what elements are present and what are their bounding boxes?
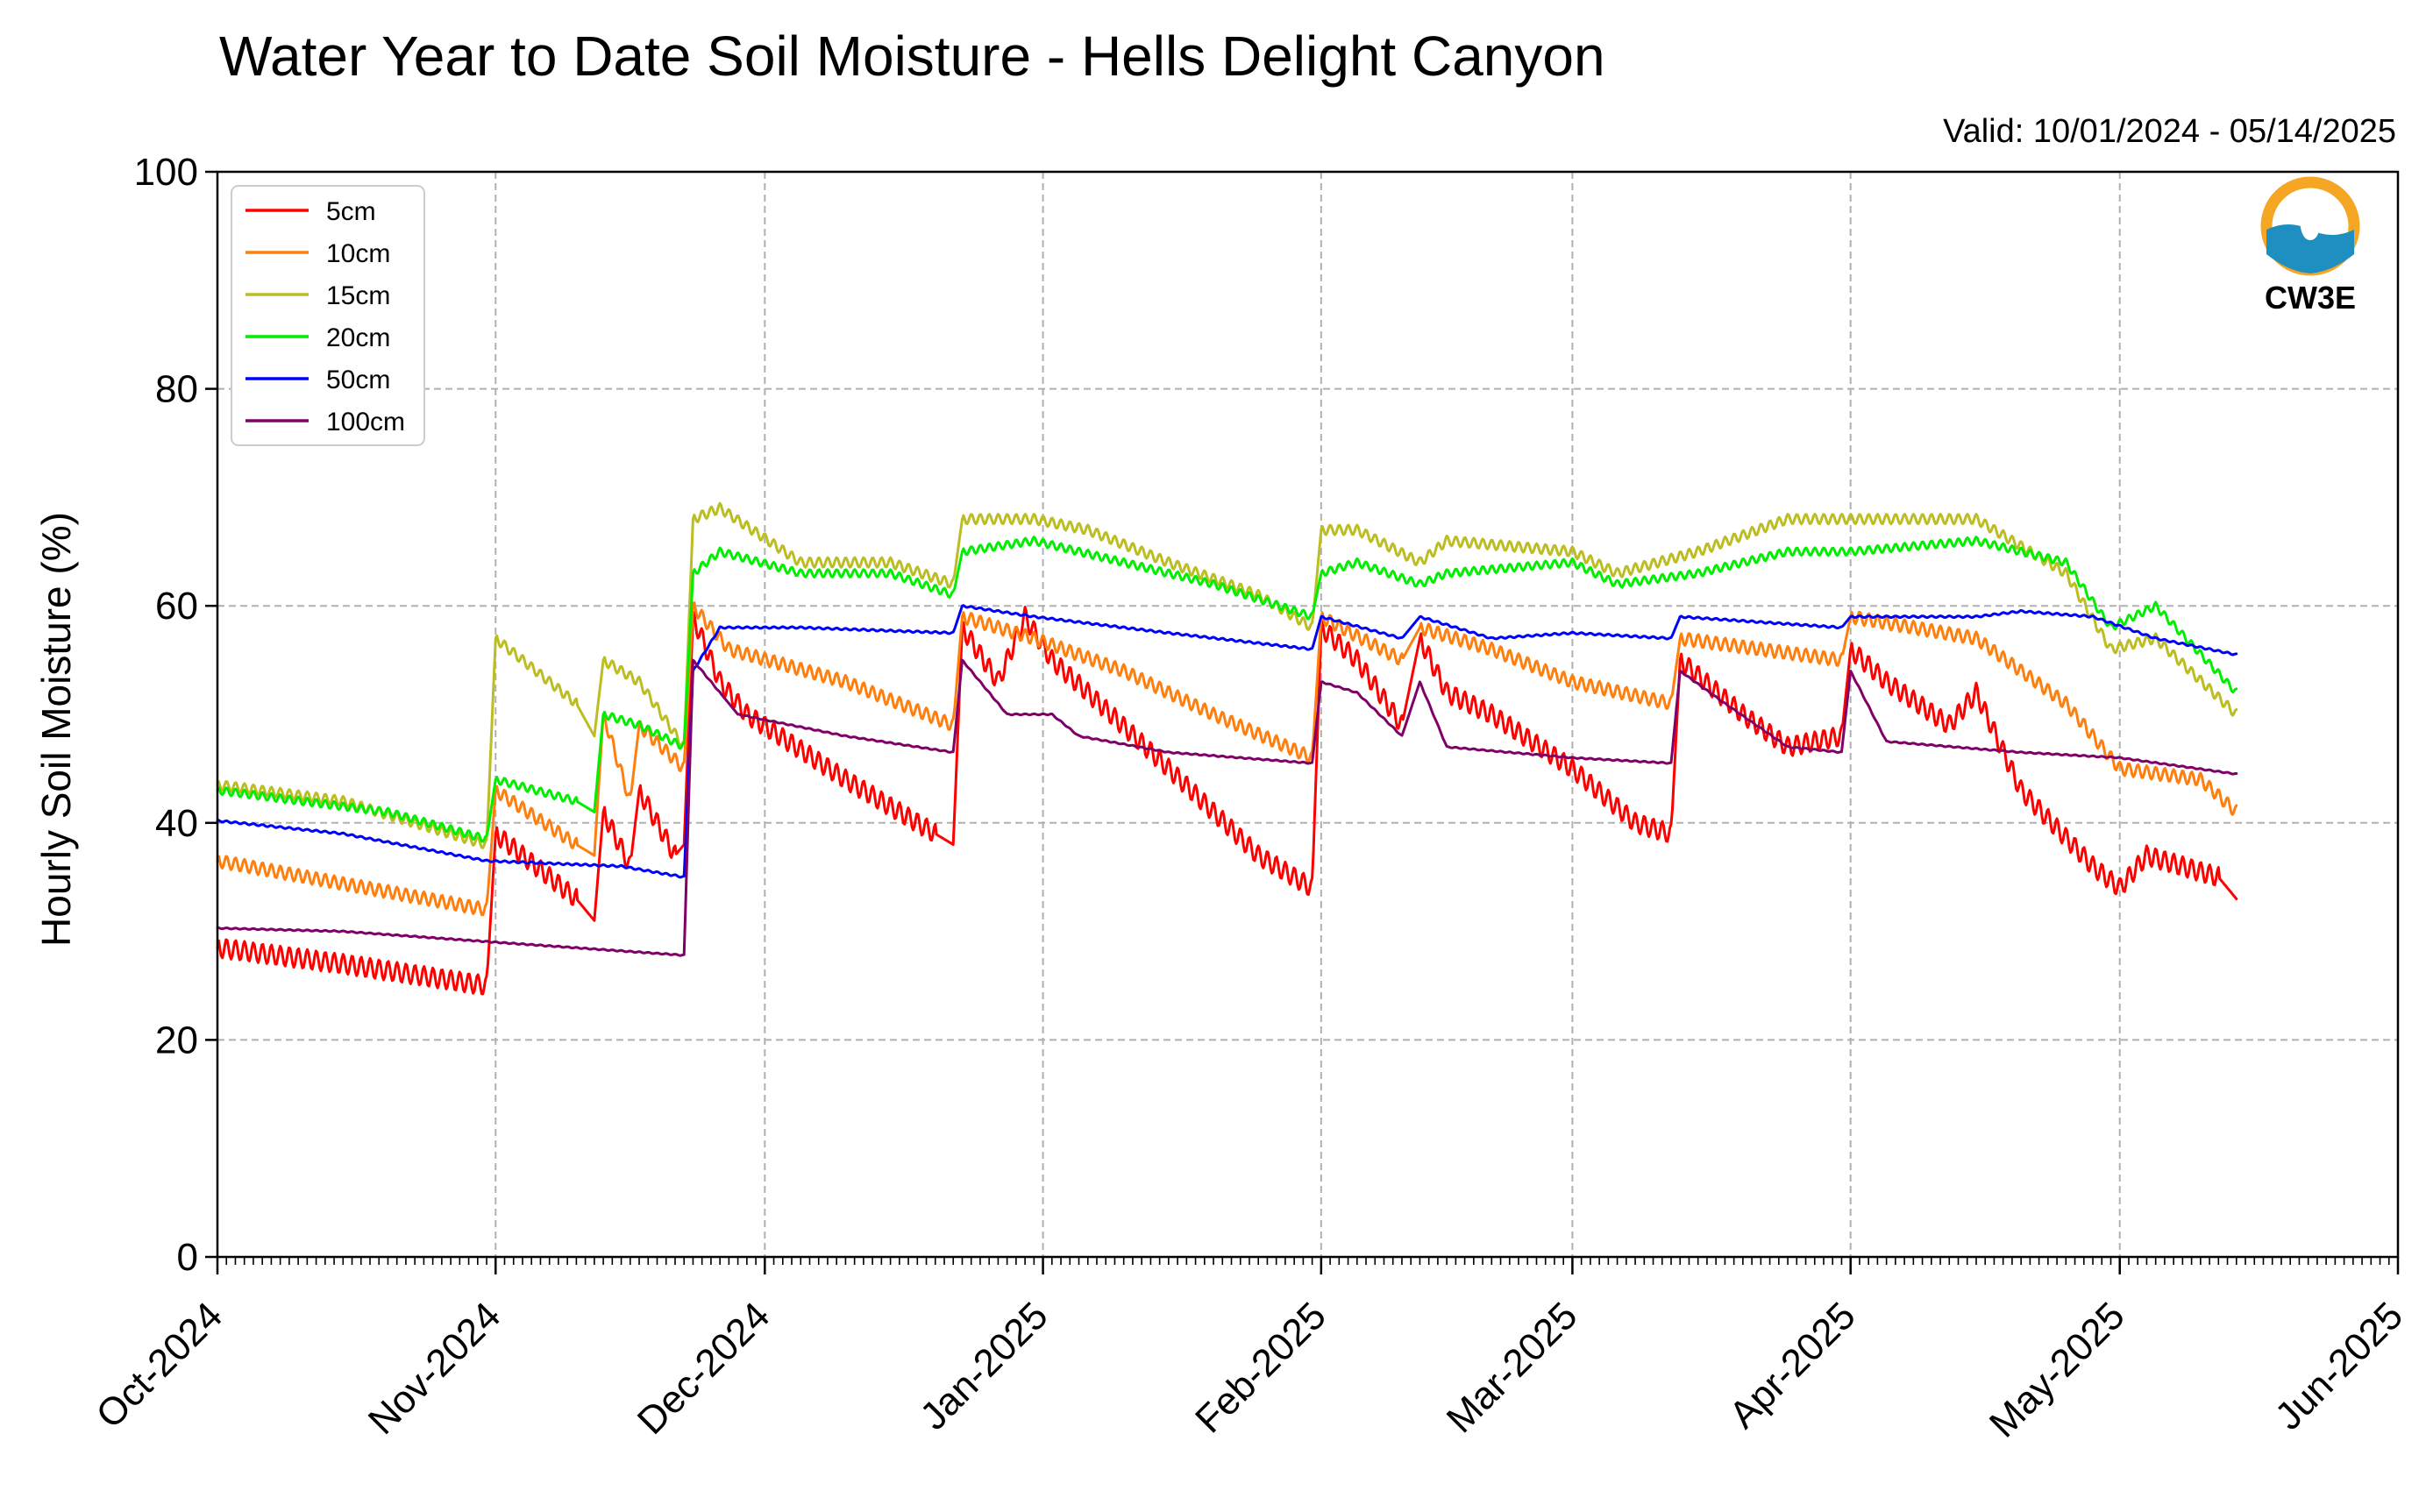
- legend-label: 10cm: [326, 239, 390, 268]
- grid: [217, 172, 2398, 1257]
- plot-frame: [216, 170, 2400, 1259]
- series-line-5cm: [216, 606, 2238, 996]
- legend-label: 15cm: [326, 281, 390, 310]
- legend: 5cm 10cm 15cm 20cm 50cm 100cm: [231, 185, 425, 446]
- series-line-100cm: [216, 658, 2238, 957]
- chart-title: Water Year to Date Soil Moisture - Hells…: [219, 25, 1605, 88]
- y-tick-label: 20: [155, 1019, 198, 1061]
- water-drop-icon: [2300, 200, 2321, 240]
- y-tick-label: 40: [155, 802, 198, 845]
- legend-label: 100cm: [326, 408, 405, 437]
- y-tick-label: 0: [177, 1236, 198, 1279]
- series-line-15cm: [216, 501, 2238, 849]
- y-axis-label: Hourly Soil Moisture (%): [33, 512, 79, 947]
- series-group: [216, 501, 2238, 996]
- y-tick-label: 80: [155, 368, 198, 411]
- legend-label: 20cm: [326, 323, 390, 352]
- logo-text: CW3E: [2265, 280, 2356, 316]
- y-tick-label: 100: [134, 151, 198, 194]
- series-line-50cm: [216, 604, 2238, 879]
- legend-box: [231, 185, 425, 446]
- cw3e-logo: CW3E: [2260, 176, 2360, 316]
- series-line-10cm: [216, 601, 2238, 917]
- legend-label: 5cm: [326, 197, 376, 226]
- logo-wave-icon: [2266, 224, 2354, 273]
- legend-label: 50cm: [326, 366, 390, 394]
- y-axis: 0 20 40 60 80 100: [134, 151, 217, 1279]
- chart-subtitle: Valid: 10/01/2024 - 05/14/2025: [1943, 113, 2396, 150]
- y-tick-label: 60: [155, 585, 198, 628]
- series-line-20cm: [216, 536, 2238, 843]
